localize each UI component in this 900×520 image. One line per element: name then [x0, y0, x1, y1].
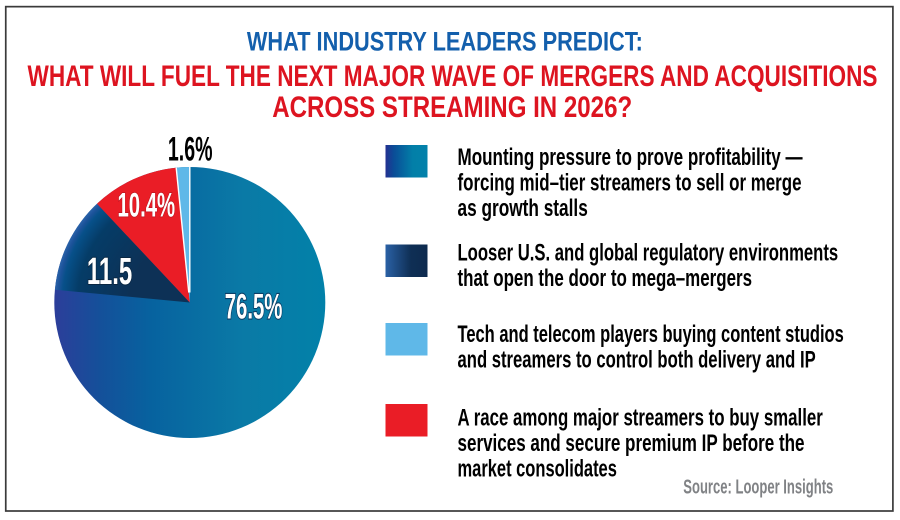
svg-text:WHAT INDUSTRY LEADERS PREDICT:: WHAT INDUSTRY LEADERS PREDICT: [247, 26, 643, 56]
svg-text:10.4%: 10.4% [118, 186, 176, 224]
svg-text:WHAT WILL FUEL THE NEXT MAJOR: WHAT WILL FUEL THE NEXT MAJOR WAVE OF ME… [28, 60, 878, 93]
svg-text:ACROSS STREAMING IN 2026?: ACROSS STREAMING IN 2026? [272, 91, 632, 124]
svg-text:forcing mid–tier streamers to: forcing mid–tier streamers to sell or me… [458, 169, 802, 196]
svg-text:that open the door to mega–mer: that open the door to mega–mergers [458, 265, 753, 292]
svg-text:and streamers to control both: and streamers to control both delivery a… [458, 346, 816, 373]
svg-text:Mounting pressure to prove pro: Mounting pressure to prove profitability… [458, 144, 803, 171]
svg-text:Source: Looper Insights: Source: Looper Insights [683, 476, 833, 498]
svg-text:A race among major streamers t: A race among major streamers to buy smal… [458, 404, 824, 431]
svg-text:Tech and telecom players buyin: Tech and telecom players buying content … [458, 321, 844, 348]
svg-text:as growth stalls: as growth stalls [458, 195, 588, 222]
svg-text:11.5: 11.5 [87, 251, 132, 293]
svg-text:Looser U.S. and global regulat: Looser U.S. and global regulatory enviro… [458, 240, 839, 267]
svg-text:market consolidates: market consolidates [458, 455, 617, 482]
svg-text:1.6%: 1.6% [168, 130, 213, 168]
svg-text:services and secure premium IP: services and secure premium IP before th… [458, 430, 805, 457]
svg-text:76.5%: 76.5% [225, 287, 283, 327]
